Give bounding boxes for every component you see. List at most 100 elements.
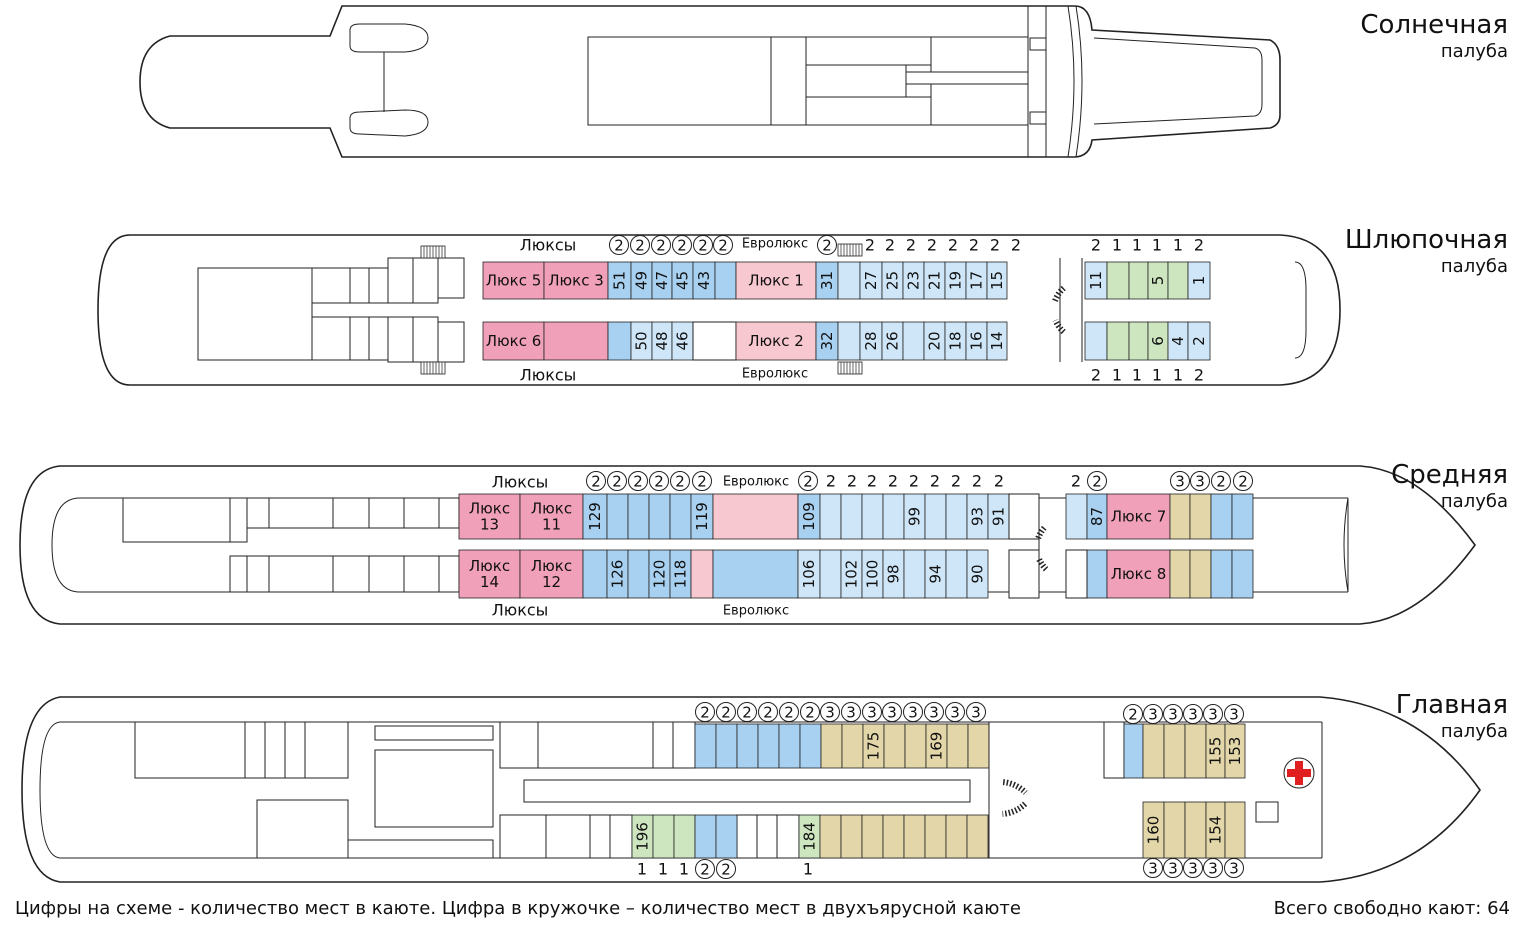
berth-count: 1 — [1152, 236, 1162, 255]
middle-cabin-number: 118 — [672, 560, 690, 589]
main-cabin-number: 169 — [928, 732, 946, 761]
boat-deck-room — [387, 316, 414, 363]
first-aid-cross — [1295, 761, 1303, 785]
berth-circle — [1143, 704, 1163, 724]
middle-deck-room — [368, 497, 405, 529]
main-cabin — [1163, 723, 1186, 779]
boat-deck-room — [197, 267, 313, 361]
main-cabin — [924, 814, 947, 859]
sun-deck-room — [930, 36, 1029, 73]
berth-count: 1 — [1152, 366, 1162, 385]
boat-cabin-name: Люкс 1 — [748, 272, 804, 290]
main-deck-room — [1103, 721, 1125, 779]
middle-deck-room — [1008, 549, 1040, 599]
berth-count: 2 — [847, 472, 857, 491]
berth-count: 1 — [1112, 236, 1122, 255]
middle-cabin — [1169, 549, 1191, 599]
boat-cabin-number: 45 — [674, 271, 692, 290]
berth-count: 2 — [1091, 236, 1101, 255]
bunk-berth-count: 2 — [1238, 473, 1248, 491]
deck-name: Шлюпочная — [1344, 225, 1508, 255]
middle-cabin-number: 93 — [969, 507, 987, 526]
berth-count: 2 — [865, 236, 875, 255]
bunk-berth-count: 2 — [698, 237, 708, 255]
label-euro-suite: Евролюкс — [723, 475, 789, 490]
berth-circle — [1233, 471, 1253, 491]
middle-cabin-name: Люкс — [531, 557, 572, 575]
boat-cabin — [1106, 321, 1130, 361]
berth-circle — [966, 702, 986, 722]
boat-cabin — [1128, 321, 1149, 361]
berth-circle — [1163, 704, 1183, 724]
main-cabin — [694, 814, 717, 859]
middle-cabin — [519, 549, 584, 599]
boat-cabin-number: 28 — [862, 331, 880, 350]
berth-circle — [1170, 471, 1190, 491]
middle-cabin — [840, 493, 863, 540]
bunk-berth-count: 3 — [929, 704, 939, 722]
boat-cabin — [1167, 261, 1189, 300]
bunk-berth-count: 2 — [677, 237, 687, 255]
middle-deck-room — [229, 555, 248, 593]
berth-circle — [924, 702, 944, 722]
bunk-berth-count: 2 — [742, 704, 752, 722]
bunk-berth-count: 3 — [1175, 473, 1185, 491]
berth-count: 2 — [888, 472, 898, 491]
berth-circle — [1190, 471, 1210, 491]
boat-cabin — [1084, 321, 1108, 361]
boat-cabin-name: Люкс 6 — [486, 332, 542, 350]
main-cabin — [967, 723, 990, 769]
deck-sub: палуба — [1440, 721, 1508, 742]
main-deck-room — [284, 721, 306, 779]
main-cabin — [883, 723, 906, 769]
legend-text: Цифры на схеме - количество мест в каюте… — [15, 898, 1021, 919]
middle-cabin — [1086, 549, 1108, 599]
middle-cabin-number: 126 — [609, 560, 627, 589]
boat-cabin — [735, 321, 817, 361]
deck-title-sun: Солнечная палуба — [1360, 10, 1508, 64]
main-cabin-number: 153 — [1226, 737, 1244, 766]
berth-count: 2 — [909, 472, 919, 491]
berth-circle — [1123, 704, 1143, 724]
middle-deck-room — [122, 497, 231, 543]
berth-count: 2 — [994, 472, 1004, 491]
main-cabin — [1184, 801, 1207, 859]
boat-cabin-number: 18 — [947, 331, 965, 350]
berth-count: 1 — [1132, 236, 1142, 255]
berth-count: 2 — [867, 472, 877, 491]
sun-deck-room — [1029, 37, 1047, 51]
main-deck-room — [347, 839, 494, 859]
middle-cabin — [903, 549, 926, 599]
spiral-stairs-icon — [1002, 779, 1028, 795]
label-suites: Люксы — [520, 236, 577, 255]
main-cabin — [904, 723, 927, 769]
boat-deck-room — [437, 321, 465, 363]
middle-cabin-number: 91 — [990, 507, 1008, 526]
middle-cabin-name: 12 — [542, 573, 561, 591]
middle-deck-room — [246, 555, 270, 593]
berth-count: 2 — [930, 472, 940, 491]
main-deck-room — [374, 749, 494, 828]
berth-circle — [651, 235, 671, 255]
boat-cabin — [607, 321, 632, 361]
middle-cabin — [1106, 493, 1171, 540]
berth-circle — [586, 471, 606, 491]
berth-circle — [713, 235, 733, 255]
boat-cabin-number: 25 — [884, 271, 902, 290]
berth-count: 2 — [1071, 472, 1081, 491]
main-deck-room — [304, 721, 349, 779]
bunk-berth-count: 2 — [822, 237, 832, 255]
main-cabin — [1123, 723, 1144, 779]
bunk-berth-count: 2 — [633, 473, 643, 491]
boat-cabin — [735, 261, 817, 300]
boat-cabin-number: 6 — [1149, 336, 1167, 346]
label-euro-suite: Евролюкс — [742, 237, 808, 252]
berth-count: 2 — [826, 472, 836, 491]
berth-count: 2 — [951, 472, 961, 491]
middle-deck-room — [403, 555, 440, 593]
berth-circle — [1163, 858, 1183, 878]
boat-cabin-number: 27 — [862, 271, 880, 290]
boat-cabin-number: 51 — [611, 271, 629, 290]
stern-line — [51, 497, 81, 593]
bunk-berth-count: 2 — [654, 473, 664, 491]
